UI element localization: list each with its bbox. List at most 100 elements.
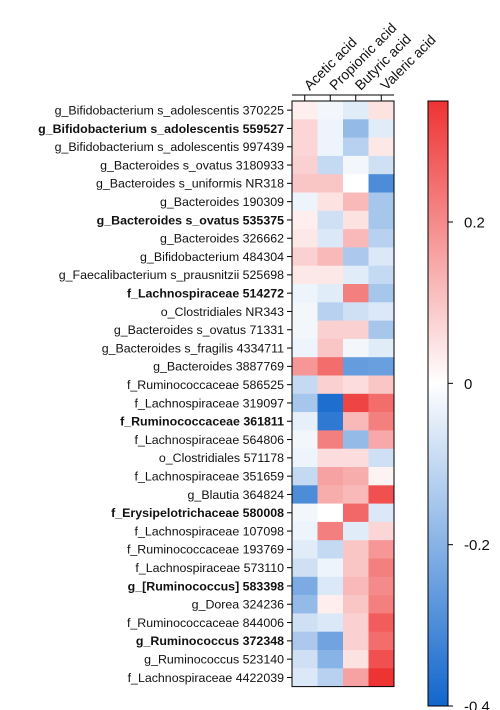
cell-g-bacteroides-s-ovatus-535375-acetic-acid — [292, 210, 318, 230]
colorbar-tick-label: 0 — [464, 376, 472, 393]
cell-f-ruminococcaceae-361811-butyric-acid — [343, 412, 369, 431]
cell-f-lachnospiraceae-564806-valeric-acid — [368, 430, 395, 449]
cell-g-bifidobacterium-s-adolescentis-559527-butyric-acid — [343, 119, 369, 138]
cell-g-bifidobacterium-s-adolescentis-559527-acetic-acid — [292, 119, 318, 138]
cell-g-bacteroides-3887769-propionic-acid — [317, 357, 344, 376]
cell-f-lachnospiraceae-351659-acetic-acid — [292, 467, 318, 486]
row-ticks — [287, 109, 292, 678]
row-label-g-ruminococcus-583398: g_[Ruminococcus] 583398 — [128, 579, 284, 593]
row-label-f-lachnospiraceae-564806: f_Lachnospiraceae 564806 — [135, 433, 285, 447]
cell-g-ruminococcus-372348-valeric-acid — [368, 631, 395, 651]
cell-o-clostridiales-571178-acetic-acid — [292, 448, 318, 468]
cell-f-ruminococcaceae-361811-propionic-acid — [317, 412, 344, 431]
cell-f-ruminococcaceae-844006-butyric-acid — [343, 613, 369, 632]
cell-g-bacteroides-326662-valeric-acid — [368, 229, 395, 248]
cell-f-lachnospiraceae-107098-acetic-acid — [292, 521, 318, 541]
cell-g-blautia-364824-butyric-acid — [343, 485, 369, 504]
row-label-g-faecalibacterium-s-prausnitzii-525698: g_Faecalibacterium s_prausnitzii 525698 — [59, 268, 284, 282]
cell-f-ruminococcaceae-586525-acetic-acid — [292, 375, 318, 395]
cell-f-lachnospiraceae-564806-butyric-acid — [343, 430, 369, 449]
row-label-f-erysipelotrichaceae-580008: f_Erysipelotrichaceae 580008 — [111, 506, 284, 520]
cell-g-bacteroides-3887769-valeric-acid — [368, 357, 395, 376]
cell-g-bacteroides-s-fragilis-4334711-valeric-acid — [368, 338, 395, 358]
row-label-g-bacteroides-326662: g_Bacteroides 326662 — [160, 232, 284, 246]
row-label-f-ruminococcaceae-193769: f_Ruminococcaceae 193769 — [127, 543, 284, 557]
cell-f-lachnospiraceae-514272-acetic-acid — [292, 284, 318, 303]
cell-f-ruminococcaceae-586525-valeric-acid — [368, 375, 395, 395]
cell-g-dorea-324236-propionic-acid — [317, 595, 344, 614]
cell-g-blautia-364824-valeric-acid — [368, 485, 395, 504]
cell-f-lachnospiraceae-351659-butyric-acid — [343, 467, 369, 486]
cell-g-bacteroides-s-ovatus-535375-valeric-acid — [368, 210, 395, 230]
cell-g-ruminococcus-523140-valeric-acid — [368, 650, 395, 669]
heatmap-frame — [291, 100, 395, 688]
cell-g-bacteroides-s-ovatus-3180933-butyric-acid — [343, 155, 369, 175]
cell-g-bacteroides-3887769-acetic-acid — [292, 357, 318, 376]
row-label-g-dorea-324236: g_Dorea 324236 — [192, 598, 284, 612]
cell-f-ruminococcaceae-844006-propionic-acid — [317, 613, 344, 632]
column-ticks — [292, 94, 394, 101]
cell-g-ruminococcus-583398-valeric-acid — [368, 576, 395, 596]
cell-f-ruminococcaceae-361811-valeric-acid — [368, 412, 395, 431]
cell-f-ruminococcaceae-193769-valeric-acid — [368, 540, 395, 559]
cell-g-ruminococcus-523140-propionic-acid — [317, 650, 344, 669]
cell-o-clostridiales-nr343-butyric-acid — [343, 302, 369, 321]
cell-f-lachnospiraceae-573110-valeric-acid — [368, 558, 395, 578]
cell-g-bifidobacterium-s-adolescentis-997439-valeric-acid — [368, 137, 395, 157]
cell-g-bifidobacterium-s-adolescentis-370225-butyric-acid — [343, 101, 369, 120]
cell-g-bacteroides-3887769-butyric-acid — [343, 357, 369, 376]
cell-o-clostridiales-nr343-valeric-acid — [368, 302, 395, 321]
cell-g-bifidobacterium-s-adolescentis-997439-propionic-acid — [317, 137, 344, 157]
row-label-f-ruminococcaceae-844006: f_Ruminococcaceae 844006 — [127, 616, 284, 630]
row-label-g-bacteroides-s-ovatus-535375: g_Bacteroides s_ovatus 535375 — [97, 213, 284, 227]
cell-f-lachnospiraceae-573110-acetic-acid — [292, 558, 318, 578]
colorbar-tick-label: -0.2 — [464, 537, 490, 554]
cell-g-bacteroides-190309-butyric-acid — [343, 192, 369, 212]
cell-f-lachnospiraceae-351659-propionic-acid — [317, 467, 344, 486]
cell-g-dorea-324236-acetic-acid — [292, 595, 318, 614]
row-label-f-lachnospiraceae-319097: f_Lachnospiraceae 319097 — [135, 396, 285, 410]
cell-f-lachnospiraceae-4422039-acetic-acid — [292, 668, 318, 687]
cell-g-bacteroides-s-ovatus-71331-valeric-acid — [368, 320, 395, 340]
cell-f-ruminococcaceae-193769-butyric-acid — [343, 540, 369, 559]
cell-g-blautia-364824-acetic-acid — [292, 485, 318, 504]
cell-g-bacteroides-s-uniformis-nr318-propionic-acid — [317, 174, 344, 193]
cell-f-lachnospiraceae-573110-propionic-acid — [317, 558, 344, 578]
cell-g-bacteroides-s-ovatus-3180933-valeric-acid — [368, 155, 395, 175]
cell-f-lachnospiraceae-319097-butyric-acid — [343, 393, 369, 413]
cell-g-bacteroides-s-ovatus-71331-acetic-acid — [292, 320, 318, 340]
cell-o-clostridiales-571178-propionic-acid — [317, 448, 344, 468]
cell-f-lachnospiraceae-4422039-propionic-acid — [317, 668, 344, 687]
row-label-g-bifidobacterium-s-adolescentis-559527: g_Bifidobacterium s_adolescentis 559527 — [38, 122, 284, 136]
cell-g-bacteroides-s-fragilis-4334711-propionic-acid — [317, 338, 344, 358]
row-label-g-bacteroides-s-fragilis-4334711: g_Bacteroides s_fragilis 4334711 — [102, 341, 284, 355]
row-label-g-bifidobacterium-s-adolescentis-997439: g_Bifidobacterium s_adolescentis 997439 — [55, 140, 284, 154]
cell-g-bifidobacterium-s-adolescentis-997439-acetic-acid — [292, 137, 318, 157]
cell-f-ruminococcaceae-193769-propionic-acid — [317, 540, 344, 559]
cell-g-bacteroides-s-uniformis-nr318-acetic-acid — [292, 174, 318, 193]
cell-f-erysipelotrichaceae-580008-acetic-acid — [292, 503, 318, 523]
row-label-f-lachnospiraceae-4422039: f_Lachnospiraceae 4422039 — [128, 671, 284, 685]
cell-g-bacteroides-s-ovatus-535375-butyric-acid — [343, 210, 369, 230]
row-label-f-lachnospiraceae-351659: f_Lachnospiraceae 351659 — [135, 469, 285, 483]
cell-g-bifidobacterium-s-adolescentis-370225-acetic-acid — [292, 101, 318, 120]
row-label-f-lachnospiraceae-514272: f_Lachnospiraceae 514272 — [127, 286, 284, 300]
cell-g-dorea-324236-valeric-acid — [368, 595, 395, 614]
row-label-g-bifidobacterium-s-adolescentis-370225: g_Bifidobacterium s_adolescentis 370225 — [55, 103, 284, 117]
row-label-g-bacteroides-190309: g_Bacteroides 190309 — [160, 195, 284, 209]
cell-g-bacteroides-s-ovatus-3180933-propionic-acid — [317, 155, 344, 175]
colorbar — [427, 100, 449, 707]
cell-g-bifidobacterium-s-adolescentis-559527-propionic-acid — [317, 119, 344, 138]
cell-f-ruminococcaceae-844006-valeric-acid — [368, 613, 395, 632]
cell-g-ruminococcus-372348-propionic-acid — [317, 631, 344, 651]
cell-o-clostridiales-571178-butyric-acid — [343, 448, 369, 468]
cell-g-bacteroides-s-fragilis-4334711-butyric-acid — [343, 338, 369, 358]
cell-f-lachnospiraceae-319097-valeric-acid — [368, 393, 395, 413]
cell-g-bacteroides-s-ovatus-535375-propionic-acid — [317, 210, 344, 230]
cell-g-bifidobacterium-484304-valeric-acid — [368, 247, 395, 266]
cell-f-lachnospiraceae-514272-propionic-acid — [317, 284, 344, 303]
row-label-g-ruminococcus-523140: g_Ruminococcus 523140 — [144, 652, 284, 666]
cell-g-bacteroides-190309-acetic-acid — [292, 192, 318, 212]
row-label-f-ruminococcaceae-586525: f_Ruminococcaceae 586525 — [127, 378, 284, 392]
cell-f-lachnospiraceae-319097-propionic-acid — [317, 393, 344, 413]
